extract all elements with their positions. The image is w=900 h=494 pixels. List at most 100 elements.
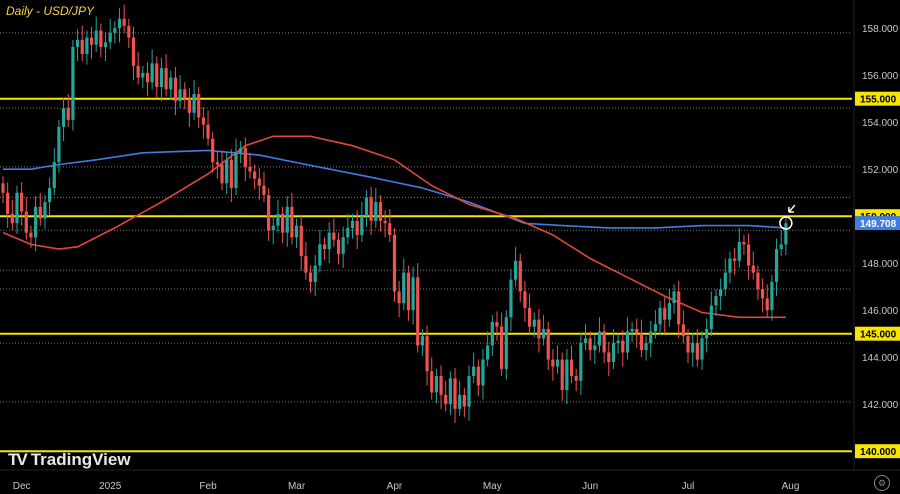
candle-body <box>425 336 429 372</box>
candle-body <box>588 338 592 351</box>
candle-body <box>677 291 681 325</box>
candle-body <box>728 258 732 273</box>
candle-body <box>225 159 229 184</box>
candle-body <box>127 25 131 38</box>
candle-body <box>653 324 657 332</box>
candle-body <box>397 291 401 304</box>
candle-body <box>178 89 182 102</box>
candle-body <box>411 277 415 311</box>
candle-body <box>705 329 709 339</box>
candle-body <box>486 345 490 360</box>
level-lines <box>0 97 852 453</box>
candle-body <box>579 343 583 381</box>
candle-body <box>164 68 168 90</box>
candle-body <box>248 166 252 172</box>
candle-body <box>709 305 713 329</box>
candle-body <box>173 77 178 102</box>
price-axis[interactable]: 158.000 156.000 154.000 152.000 148.000 146.0… <box>855 24 900 459</box>
candle-body <box>322 244 327 250</box>
candle-body <box>271 225 275 231</box>
candle-body <box>336 239 341 254</box>
candle-body <box>215 162 219 165</box>
candle-body <box>574 376 578 381</box>
candle-body <box>1 183 5 193</box>
price-axis-label: 158.000 <box>862 24 899 35</box>
candle-body <box>481 359 485 386</box>
time-axis-label: Jul <box>682 481 695 492</box>
time-axis[interactable]: Dec 2025 Feb Mar Apr May Jun Jul Aug <box>13 481 800 492</box>
candle-body <box>658 307 662 325</box>
candle-body <box>48 188 52 203</box>
candle-body <box>145 72 150 83</box>
candle-body <box>583 338 588 344</box>
candle-body <box>751 265 755 273</box>
price-axis-label: 154.000 <box>862 118 899 129</box>
candle-body <box>416 277 420 346</box>
candle-body <box>565 359 569 391</box>
candle-body <box>38 206 42 219</box>
candle-body <box>308 272 313 282</box>
candle-body <box>197 94 201 118</box>
candle-body <box>719 289 723 297</box>
candle-body <box>607 352 611 362</box>
candle-body <box>490 321 494 346</box>
candle-body <box>639 333 644 351</box>
candle-body <box>155 63 159 87</box>
level-tag: 140.000 <box>860 447 897 458</box>
candle-body <box>514 260 518 280</box>
candle-body <box>551 359 555 367</box>
candle-body <box>714 296 718 306</box>
candle-body <box>667 303 671 320</box>
level-tag: 145.000 <box>860 330 897 341</box>
candle-body <box>779 244 783 250</box>
candle-body <box>458 394 462 409</box>
candle-body <box>318 244 322 266</box>
candle-body <box>61 108 66 127</box>
candle-body <box>299 225 303 257</box>
candle-body <box>313 265 317 282</box>
candle-body <box>602 331 606 353</box>
candle-body <box>597 331 602 346</box>
tradingview-logo[interactable]: TV TradingView <box>8 450 131 470</box>
candle-body <box>24 211 28 233</box>
level-tag-bg <box>855 444 900 459</box>
price-axis-label: 152.000 <box>862 165 899 176</box>
candle-body <box>649 331 653 344</box>
candle-body <box>294 225 299 238</box>
candle-body <box>364 197 369 217</box>
time-axis-label: 2025 <box>99 481 122 492</box>
candle-body <box>332 232 336 240</box>
candle-body <box>527 307 532 327</box>
candle-body <box>770 282 774 311</box>
level-tag-bg <box>855 326 900 341</box>
candle-body <box>430 371 434 393</box>
candle-body <box>737 242 741 261</box>
candle-body <box>681 324 685 337</box>
candle-body <box>369 197 373 221</box>
candle-body <box>85 37 89 55</box>
candle-body <box>546 329 550 360</box>
candle-body <box>327 232 331 250</box>
candle-body <box>392 235 397 292</box>
candle-body <box>462 394 466 407</box>
candle-body <box>267 195 271 231</box>
candle-body <box>187 98 191 113</box>
candle-body <box>686 336 690 353</box>
settings-icon[interactable]: ⚙ <box>874 475 890 491</box>
candle-body <box>20 192 24 212</box>
candle-body <box>765 298 769 311</box>
candle-body <box>742 242 746 245</box>
candle-body <box>383 220 387 224</box>
candle-body <box>448 378 452 405</box>
moving-average-line <box>2 135 786 319</box>
candle-body <box>108 32 112 43</box>
candle-body <box>760 289 765 299</box>
current-price-marker <box>779 204 796 230</box>
candle-body <box>453 378 457 409</box>
candle-body <box>504 317 508 369</box>
time-axis-label: Feb <box>199 481 217 492</box>
candle-body <box>663 307 667 320</box>
tradingview-logo-icon: TV <box>8 450 28 469</box>
candle-body <box>747 244 751 266</box>
